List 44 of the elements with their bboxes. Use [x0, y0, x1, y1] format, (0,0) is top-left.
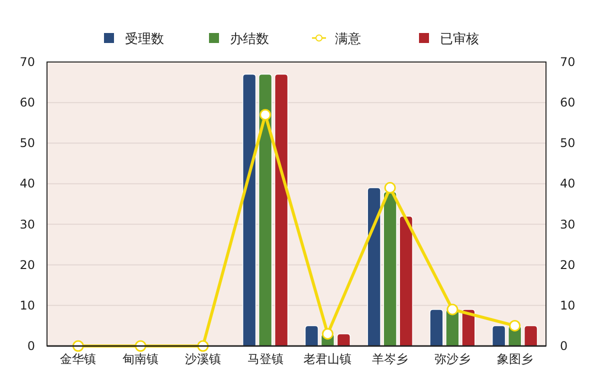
y-tick-label: 40 — [20, 176, 35, 191]
y2-tick-label: 30 — [560, 217, 576, 232]
legend-label: 办结数 — [230, 32, 269, 47]
y-tick-label: 0 — [27, 339, 35, 353]
bar — [304, 325, 319, 346]
y-tick-label: 10 — [20, 298, 35, 312]
bar — [524, 325, 538, 346]
x-tick-label: 老君山镇 — [304, 352, 352, 366]
x-tick-label: 甸南镇 — [122, 352, 159, 366]
bar — [462, 309, 476, 346]
x-tick-label: 弥沙乡 — [434, 352, 470, 366]
y-tick-label: 50 — [20, 136, 35, 150]
x-tick-label: 金华镇 — [60, 352, 96, 366]
y2-tick-label: 40 — [560, 176, 576, 191]
y2-tick-label: 0 — [560, 339, 568, 353]
point — [260, 108, 272, 120]
y-tick-label: 20 — [20, 258, 35, 272]
legend-label: 受理数 — [125, 32, 164, 47]
bar — [367, 187, 381, 346]
y2-tick-label: 70 — [560, 55, 576, 69]
bar — [258, 74, 272, 346]
bar — [430, 309, 444, 346]
legend-label: 已审核 — [440, 31, 479, 47]
y-tick-label: 70 — [20, 55, 35, 69]
y-tick-label: 30 — [20, 217, 35, 232]
x-tick-label: 象图乡 — [496, 352, 533, 366]
point — [384, 182, 396, 194]
x-tick-label: 马登镇 — [247, 352, 284, 366]
bar — [399, 216, 413, 346]
bar — [274, 74, 288, 346]
bar — [492, 325, 506, 346]
legend-label: 满意 — [335, 32, 361, 47]
y2-tick-label: 20 — [560, 258, 576, 272]
bar — [336, 333, 351, 346]
y-tick-label: 60 — [20, 96, 35, 110]
point — [322, 328, 334, 340]
x-tick-label: 羊岑乡 — [372, 352, 408, 366]
point — [446, 304, 458, 316]
y2-tick-label: 50 — [560, 136, 576, 150]
point — [509, 320, 521, 332]
bar — [242, 74, 256, 346]
y2-tick-label: 60 — [560, 96, 576, 110]
x-tick-label: 沙溪镇 — [184, 352, 221, 366]
y2-tick-label: 10 — [560, 298, 576, 312]
